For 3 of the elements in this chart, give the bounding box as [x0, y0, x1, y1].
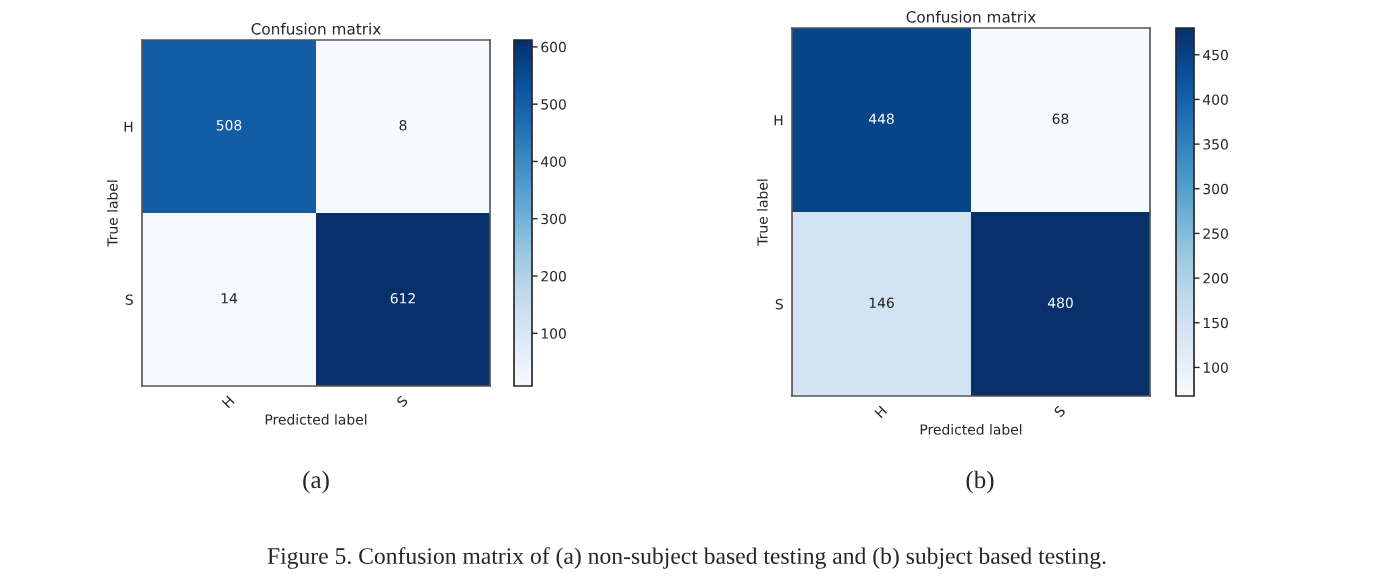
text: (a): [303, 470, 329, 494]
caption: Figure 5. Confusion matrix of (a) non-subject based testing and (b) subject based testing.: [267, 547, 1106, 569]
text: (b): [966, 470, 994, 494]
